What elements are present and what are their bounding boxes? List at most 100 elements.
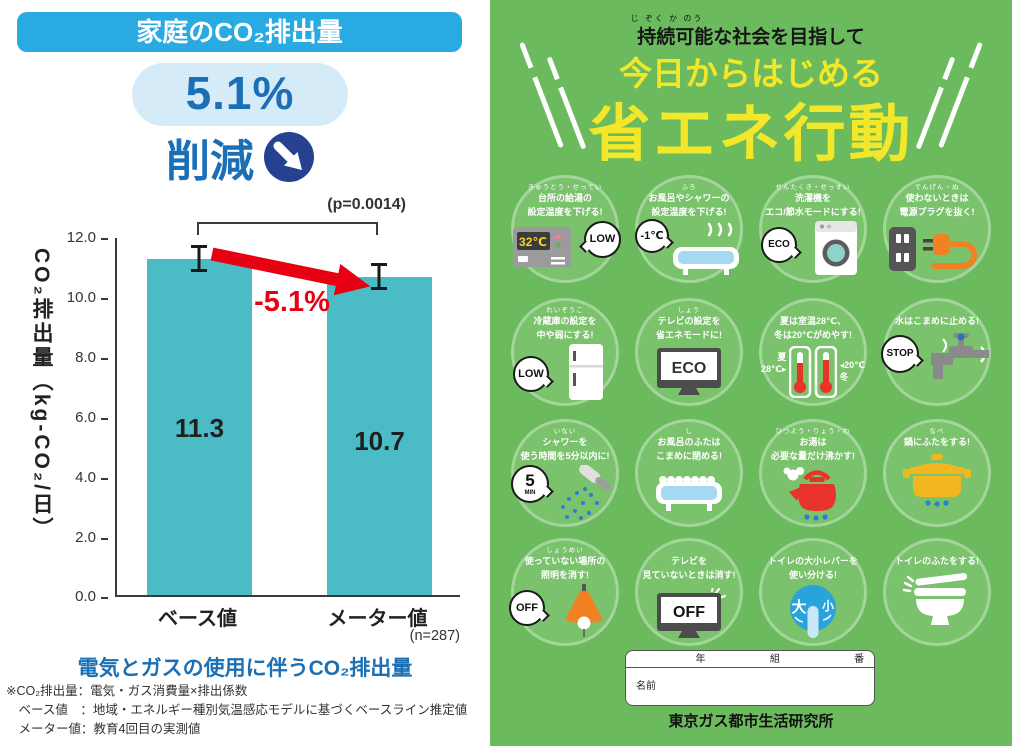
plug-outlet-icon <box>889 227 978 271</box>
tv-eco-icon: ECO <box>657 348 721 395</box>
footnote-line: ベース値 ：地域・エネルギー種別気温感応モデルに基づくベースライン推定値 <box>6 702 468 717</box>
tip-furigana <box>759 307 867 315</box>
refrigerator-icon <box>569 344 603 400</box>
reduction-percent: 5.1% <box>132 63 348 126</box>
decrease-arrow-icon <box>264 132 314 182</box>
tip-caption: 使っていない場所の <box>524 556 606 566</box>
lamp-icon <box>565 584 603 637</box>
y-tick: 8.0 <box>50 349 108 366</box>
tip-caption: 省エネモードに! <box>656 329 722 340</box>
error-bar <box>371 263 387 291</box>
low-speech-bubble: LOW <box>513 356 549 392</box>
tip-bath-temperature: ふろ お風呂やシャワーの 設定温度を下げる! -1℃ <box>635 175 743 283</box>
bathtub-icon <box>673 222 739 275</box>
stop-speech-bubble: STOP <box>881 334 919 373</box>
tip-caption: 冬は20℃がめやす! <box>774 329 852 340</box>
svg-text:ECO: ECO <box>672 360 707 377</box>
tip-furigana <box>883 547 991 555</box>
thermometers-icon <box>789 346 837 398</box>
tip-caption: 必要な量だけ沸かす! <box>771 450 855 461</box>
bar-meter-value <box>327 276 432 595</box>
tip-toilet-lid: トイレのふたをする! <box>883 538 991 646</box>
y-tick: 12.0 <box>50 229 108 246</box>
bar-base-value <box>147 258 252 595</box>
tip-furigana: しょうめい <box>546 547 584 554</box>
tip-water-heater: きゅうとう・せってい 台所の給湯の 設定温度を下げる! 32℃ LOW <box>511 175 621 283</box>
significance-bracket <box>197 222 378 235</box>
tip-furigana: きゅうとう・せってい <box>527 184 603 191</box>
tip-furigana: ひつよう・りょう・わ <box>775 428 851 435</box>
year-label: 年 <box>695 654 706 665</box>
panel-title-badge: 家庭のCO₂排出量 <box>17 12 462 52</box>
tip-stop-water: 水はこまめに止める! STOP <box>881 298 991 406</box>
poster-title-line2: 省エネ行動 <box>588 100 914 169</box>
subtitle-furigana: じ ぞく か のう <box>630 14 704 23</box>
winter-temp: ◂20℃ <box>839 360 865 370</box>
faucet-icon <box>931 332 989 379</box>
tip-caption: 設定温度を下げる! <box>527 206 603 217</box>
poster-title-line1: 今日からはじめる <box>619 55 883 92</box>
svg-text:OFF: OFF <box>673 604 705 621</box>
tip-furigana: しょう <box>677 307 701 314</box>
tip-furigana <box>883 307 991 315</box>
y-axis-label: CO₂排出量（kg-CO₂/日） <box>30 248 53 541</box>
y-tick: 10.0 <box>50 289 108 306</box>
tip-caption: 設定温度を下げる! <box>651 206 727 217</box>
winter-label: 冬 <box>839 371 849 382</box>
number-label: 番 <box>854 654 865 665</box>
shower-head-icon <box>561 465 611 520</box>
tip-caption: エコ/節水モードにする! <box>765 206 861 217</box>
bar-chart-plot: 11.3 10.7 -5.1% <box>115 238 460 597</box>
tip-caption: 冷蔵庫の設定を <box>533 316 597 326</box>
pot-icon <box>903 453 971 507</box>
p-value: (p=0.0014) <box>327 196 406 213</box>
tip-caption: 中や弱にする! <box>536 329 594 340</box>
name-label: 名前 <box>636 681 656 692</box>
tip-shower-time: いない シャワーを 使う時間を5分以内に! 5 MIN <box>511 419 619 527</box>
tip-caption: トイレの大小レバーを <box>767 556 858 566</box>
change-percent-label: -5.1% <box>254 286 330 318</box>
tip-caption: 夏は室温28℃、 <box>780 316 846 326</box>
tip-boil-needed-water: ひつよう・りょう・わ お湯は 必要な量だけ沸かす! <box>759 419 867 527</box>
y-tick: 0.0 <box>50 588 108 605</box>
tv-off-icon: OFF <box>657 588 726 638</box>
svg-text:大: 大 <box>791 598 806 616</box>
tip-caption: テレビを <box>670 556 707 566</box>
svg-text:32℃: 32℃ <box>519 235 547 249</box>
tip-caption: テレビの設定を <box>657 316 721 326</box>
y-axis-ticks: 12.0 10.0 8.0 6.0 4.0 2.0 0.0 <box>50 229 108 605</box>
name-box-header: 年 組 番 <box>626 651 874 668</box>
tip-refrigerator: れいぞうこ 冷蔵庫の設定を 中や弱にする! LOW <box>511 298 619 406</box>
tip-furigana: し <box>685 428 693 435</box>
tip-caption: 使い分ける! <box>789 569 837 580</box>
off-speech-bubble: OFF <box>509 590 545 626</box>
minus-one-degree-bubble: -1℃ <box>635 219 669 253</box>
tip-pot-lid: なべ 鍋にふたをする! <box>883 419 991 527</box>
footnotes: ※CO₂排出量：電気・ガス消費量×排出係数 ベース値 ：地域・エネルギー種別気温… <box>6 682 490 738</box>
svg-text:小: 小 <box>822 598 834 613</box>
tip-caption: 台所の給湯の <box>537 193 592 203</box>
tip-washing-machine: せんたくき・せっすい 洗濯機を エコ/節水モードにする! ECO <box>759 175 867 283</box>
tip-furigana: れいぞうこ <box>546 307 584 314</box>
tip-caption: 見ていないときは消す! <box>642 569 736 580</box>
summer-label: 夏 <box>777 352 787 362</box>
x-category-base: ベース値 <box>158 608 237 630</box>
tip-caption: 電源プラグを抜く! <box>899 206 975 217</box>
tip-caption: 照明を消す! <box>541 569 589 580</box>
tip-caption: トイレのふたをする! <box>895 556 979 566</box>
reduction-word: 削減 <box>166 137 254 186</box>
footnote-line: メーター値：教育4回目の実測値 <box>6 721 201 736</box>
tip-furigana: なべ <box>929 428 945 435</box>
credit: 東京ガス都市生活研究所 <box>668 713 834 730</box>
tip-bath-lid: し お風呂のふたは こまめに閉める! <box>635 419 743 527</box>
chart-title: 電気とガスの使用に伴うCO₂排出量 <box>77 657 413 680</box>
tip-caption: お湯は <box>799 437 827 447</box>
tip-furigana: いない <box>553 428 577 435</box>
bathtub-lid-icon <box>656 476 722 511</box>
five-min-speech-bubble: 5 MIN <box>511 465 549 503</box>
tip-caption: 鍋にふたをする! <box>904 437 970 447</box>
trend-arrow <box>210 247 371 296</box>
tip-furigana: でんげん・ぬ <box>914 184 960 191</box>
tip-caption: 洗濯機を <box>794 193 831 203</box>
